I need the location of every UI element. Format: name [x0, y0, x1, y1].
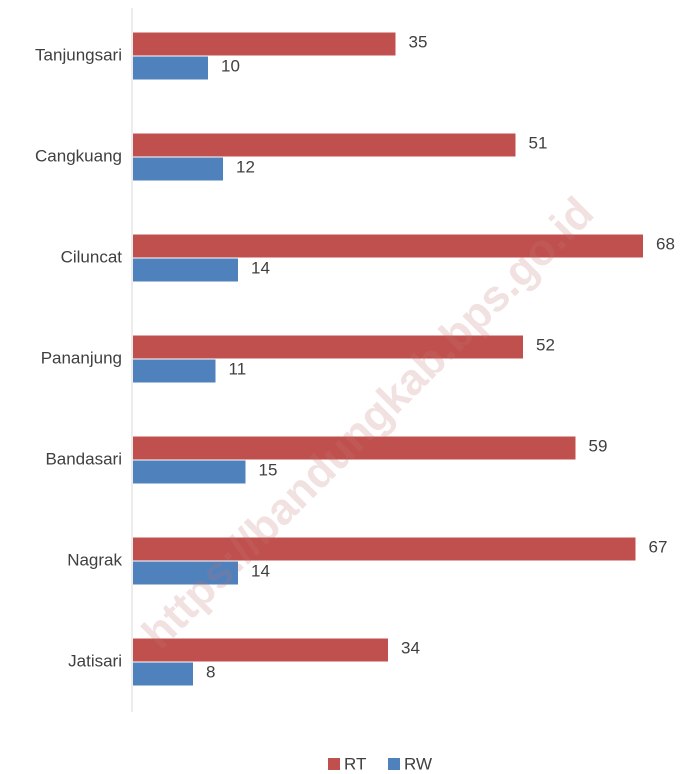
bar: [133, 258, 238, 282]
data-label: 11: [229, 359, 247, 378]
legend-swatch: [388, 758, 400, 770]
category-label: Pananjung: [41, 348, 122, 367]
bar: [133, 460, 246, 484]
category-label: Ciluncat: [61, 247, 123, 266]
bar: [133, 359, 216, 383]
data-label: 12: [236, 157, 255, 176]
data-label: 35: [409, 32, 428, 51]
bar: [133, 133, 516, 157]
category-label: Cangkuang: [35, 146, 122, 165]
watermark: https://bandungkab.bps.go.id: [133, 188, 603, 658]
bar: [133, 436, 576, 460]
data-label: 10: [221, 56, 240, 75]
bar: [133, 157, 223, 181]
data-label: 52: [536, 335, 555, 354]
bar: [133, 662, 193, 686]
legend-label: RW: [404, 754, 432, 773]
data-label: 14: [251, 258, 270, 277]
category-label: Bandasari: [45, 449, 122, 468]
data-label: 67: [649, 537, 668, 556]
data-label: 51: [529, 133, 548, 152]
bar: [133, 638, 388, 662]
data-label: 34: [401, 638, 420, 657]
bar: [133, 335, 523, 359]
bar: [133, 32, 396, 56]
bar: [133, 234, 643, 258]
legend-label: RT: [344, 754, 366, 773]
data-label: 68: [656, 234, 675, 253]
data-label: 8: [206, 662, 215, 681]
bar: [133, 561, 238, 585]
category-label: Jatisari: [68, 651, 122, 670]
bar: [133, 537, 636, 561]
data-label: 15: [259, 460, 278, 479]
data-label: 14: [251, 561, 270, 580]
legend-swatch: [328, 758, 340, 770]
category-label: Nagrak: [67, 550, 122, 569]
data-label: 59: [589, 436, 608, 455]
bar: [133, 56, 208, 80]
category-label: Tanjungsari: [35, 45, 122, 64]
